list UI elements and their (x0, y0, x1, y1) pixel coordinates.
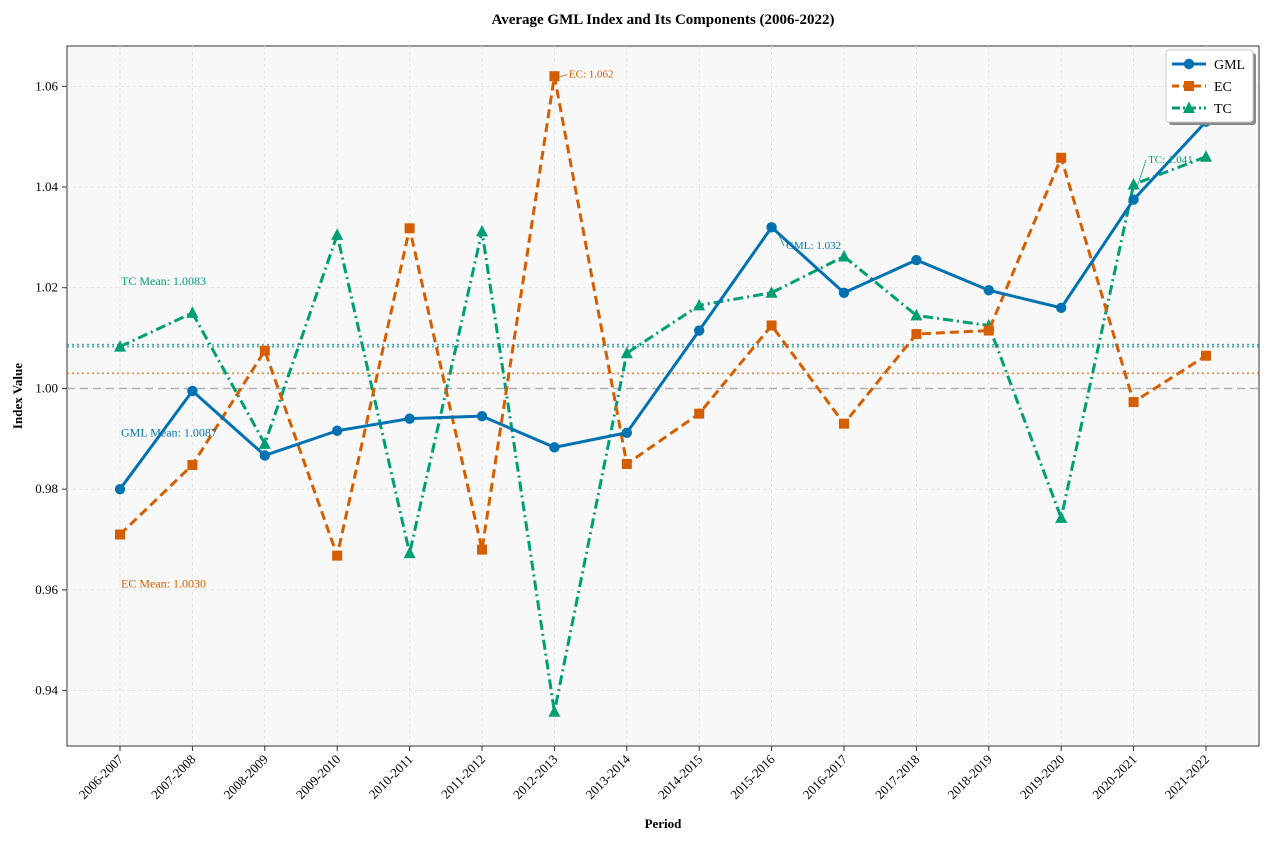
data-point-square (1201, 350, 1211, 361)
x-tick-label: 2013-2014 (582, 751, 633, 802)
data-point-triangle (331, 228, 344, 240)
data-point-triangle (1127, 177, 1140, 190)
reference-lines (67, 343, 1259, 390)
data-point-triangle (620, 346, 633, 359)
x-tick-label: 2017-2018 (872, 752, 922, 802)
x-tick-label: 2012-2013 (510, 752, 560, 802)
data-point-circle (187, 385, 198, 397)
data-point-circle (911, 254, 922, 266)
data-point-square (115, 529, 125, 540)
annotation-label: EC: 1.062 (569, 69, 614, 81)
data-point-triangle (114, 340, 126, 352)
data-point-triangle (548, 705, 561, 717)
y-tick-label: 1.02 (35, 280, 58, 295)
annotations: TC Mean: 1.0083 GML Mean: 1.0087 EC Mean: … (121, 69, 1193, 591)
legend-label: EC (1214, 80, 1232, 95)
data-point-triangle (910, 308, 923, 321)
annotation-label: GML: 1.032 (786, 240, 841, 252)
data-point-circle (404, 413, 415, 424)
data-point-circle (1128, 194, 1139, 205)
data-point-square (1184, 81, 1194, 91)
y-tick-label: 0.98 (35, 481, 58, 496)
data-point-circle (259, 450, 270, 461)
x-tick-label: 2020-2021 (1089, 752, 1139, 802)
x-axis-title: Period (645, 816, 683, 831)
x-tick-label: 2019-2020 (1017, 752, 1067, 802)
data-point-square (332, 550, 343, 561)
data-point-circle (476, 410, 488, 422)
data-point-circle (332, 425, 343, 436)
series-tc (114, 150, 1212, 717)
data-point-triangle (476, 224, 488, 237)
data-point-square (1056, 152, 1067, 163)
series-line (118, 120, 1208, 491)
data-point-triangle (403, 546, 416, 559)
y-tick-label: 0.96 (35, 582, 58, 597)
x-tick-label: 2010-2011 (366, 752, 416, 802)
x-tick-label: 2016-2017 (800, 751, 851, 802)
data-point-circle (549, 442, 560, 453)
x-tick-label: 2007-2008 (148, 752, 198, 802)
y-tick-label: 1.06 (35, 78, 58, 93)
data-point-triangle (693, 298, 706, 311)
y-tick-label: 1.04 (35, 179, 58, 194)
y-tick-label: 1.00 (35, 380, 58, 395)
legend-label: TC (1214, 102, 1232, 117)
data-point-square (983, 325, 994, 336)
data-point-circle (766, 222, 777, 233)
data-point-triangle (1055, 511, 1068, 523)
data-point-square (621, 458, 632, 469)
x-tick-label: 2014-2015 (655, 752, 705, 802)
series-layer (114, 71, 1212, 717)
annotation-label: TC: 1.041 (1148, 154, 1193, 166)
data-point-square (839, 418, 849, 429)
data-point-square (187, 459, 198, 470)
chart-title: Average GML Index and Its Components (20… (491, 12, 834, 28)
x-tick-label: 2018-2019 (944, 752, 994, 802)
data-point-square (404, 223, 415, 234)
data-point-square (694, 408, 705, 419)
series-line (118, 74, 1207, 558)
data-point-square (259, 345, 270, 356)
data-point-circle (114, 483, 126, 495)
data-point-triangle (1200, 150, 1212, 162)
data-point-triangle (1183, 101, 1195, 113)
x-tick-label: 2011-2012 (438, 752, 488, 802)
y-tick-label: 0.94 (35, 683, 58, 698)
mean-label: GML Mean: 1.0087 (121, 425, 217, 439)
data-point-square (477, 544, 487, 555)
mean-label: TC Mean: 1.0083 (121, 274, 206, 288)
data-point-triangle (258, 437, 271, 449)
annotation-arrow (775, 228, 785, 247)
annotation-arrow (558, 74, 568, 78)
annotation-arrow (1137, 159, 1147, 186)
data-point-square (549, 71, 560, 82)
legend-label: GML (1214, 58, 1245, 73)
data-point-circle (838, 287, 850, 298)
series-line (119, 155, 1207, 714)
data-point-circle (1183, 58, 1195, 70)
series-ec (115, 71, 1211, 561)
legend: GML EC TC (1165, 49, 1256, 125)
data-point-triangle (838, 250, 850, 262)
data-point-circle (1056, 302, 1067, 314)
data-point-square (766, 320, 777, 331)
data-point-triangle (186, 306, 199, 318)
data-point-triangle (765, 286, 778, 298)
x-tick-label: 2009-2010 (293, 752, 343, 802)
data-point-square (1128, 397, 1139, 408)
data-point-circle (694, 325, 705, 336)
data-point-circle (983, 285, 994, 296)
x-tick-label: 2021-2022 (1162, 752, 1212, 802)
x-tick-label: 2006-2007 (76, 751, 127, 802)
plot-area (66, 45, 1260, 747)
y-axis-title: Index Value (10, 363, 25, 429)
x-tick-label: 2015-2016 (727, 751, 778, 802)
mean-label: EC Mean: 1.0030 (121, 576, 206, 590)
data-point-square (911, 329, 922, 340)
data-point-circle (621, 427, 632, 438)
x-tick-label: 2008-2009 (220, 752, 270, 802)
